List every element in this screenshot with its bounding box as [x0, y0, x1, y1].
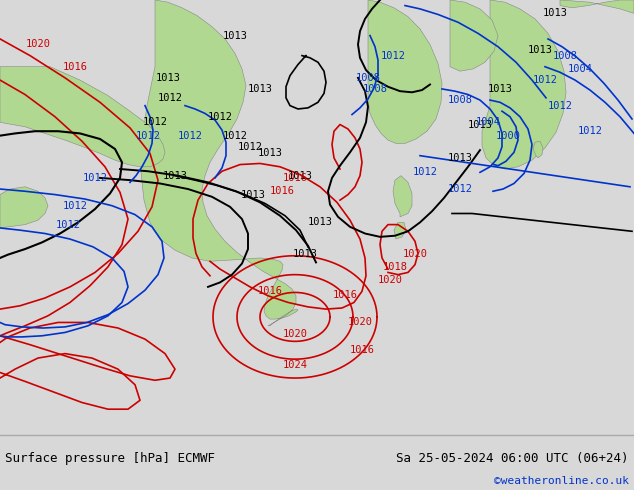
Text: 1012: 1012	[56, 220, 81, 230]
Text: 1013: 1013	[162, 171, 188, 181]
Text: 1012: 1012	[157, 93, 183, 103]
Text: 1008: 1008	[552, 50, 578, 61]
Text: 1013: 1013	[448, 153, 472, 163]
Text: 1013: 1013	[307, 218, 332, 227]
Text: 1012: 1012	[178, 131, 202, 141]
Text: 1012: 1012	[63, 201, 87, 211]
Polygon shape	[0, 187, 48, 228]
Text: 1020: 1020	[377, 275, 403, 285]
Polygon shape	[450, 0, 498, 71]
Text: 1012: 1012	[380, 50, 406, 61]
Text: 1013: 1013	[223, 30, 247, 41]
Text: 1008: 1008	[363, 84, 387, 94]
Text: 1013: 1013	[240, 190, 266, 199]
Text: 1012: 1012	[578, 126, 602, 136]
Text: 1012: 1012	[413, 168, 437, 177]
Text: 1012: 1012	[448, 184, 472, 194]
Text: 1013: 1013	[527, 45, 552, 55]
Text: Surface pressure [hPa] ECMWF: Surface pressure [hPa] ECMWF	[5, 452, 215, 465]
Text: 1012: 1012	[82, 173, 108, 183]
Text: 1013: 1013	[543, 8, 567, 18]
Text: 1013: 1013	[287, 171, 313, 181]
Text: Sa 25-05-2024 06:00 UTC (06+24): Sa 25-05-2024 06:00 UTC (06+24)	[396, 452, 629, 465]
Text: 1000: 1000	[496, 131, 521, 141]
Text: 1020: 1020	[403, 248, 427, 259]
Text: 1008: 1008	[356, 73, 380, 83]
Text: 1013: 1013	[247, 84, 273, 94]
Polygon shape	[560, 0, 634, 13]
Text: 1012: 1012	[143, 117, 167, 127]
Text: 1016: 1016	[63, 62, 87, 72]
Text: 1016: 1016	[349, 345, 375, 355]
Text: ©weatheronline.co.uk: ©weatheronline.co.uk	[494, 476, 629, 486]
Text: 1012: 1012	[548, 100, 573, 111]
Polygon shape	[533, 141, 543, 158]
Text: 1013: 1013	[488, 84, 512, 94]
Text: 1020: 1020	[25, 40, 51, 49]
Text: 1016: 1016	[283, 173, 307, 183]
Text: 1012: 1012	[533, 75, 557, 85]
Polygon shape	[393, 176, 412, 217]
Text: 1018: 1018	[382, 262, 408, 272]
Text: 1012: 1012	[136, 131, 160, 141]
Text: 1013: 1013	[257, 148, 283, 158]
Text: 1008: 1008	[448, 95, 472, 105]
Polygon shape	[482, 0, 566, 169]
Text: 1013: 1013	[292, 248, 318, 259]
Text: 1012: 1012	[223, 131, 247, 141]
Text: 1012: 1012	[238, 142, 262, 152]
Text: 1016: 1016	[257, 286, 283, 296]
Text: 1004: 1004	[476, 117, 500, 127]
Text: 1016: 1016	[269, 186, 295, 196]
Polygon shape	[394, 222, 406, 239]
Text: 1013: 1013	[467, 120, 493, 129]
Text: 1020: 1020	[347, 318, 373, 327]
Text: 1012: 1012	[207, 112, 233, 122]
Text: 1024: 1024	[283, 360, 307, 370]
Polygon shape	[0, 67, 165, 167]
Text: 1020: 1020	[283, 329, 307, 339]
Text: 1004: 1004	[567, 64, 593, 74]
Polygon shape	[368, 0, 442, 144]
Text: 1013: 1013	[155, 73, 181, 83]
Polygon shape	[141, 0, 298, 326]
Text: 1016: 1016	[332, 290, 358, 300]
